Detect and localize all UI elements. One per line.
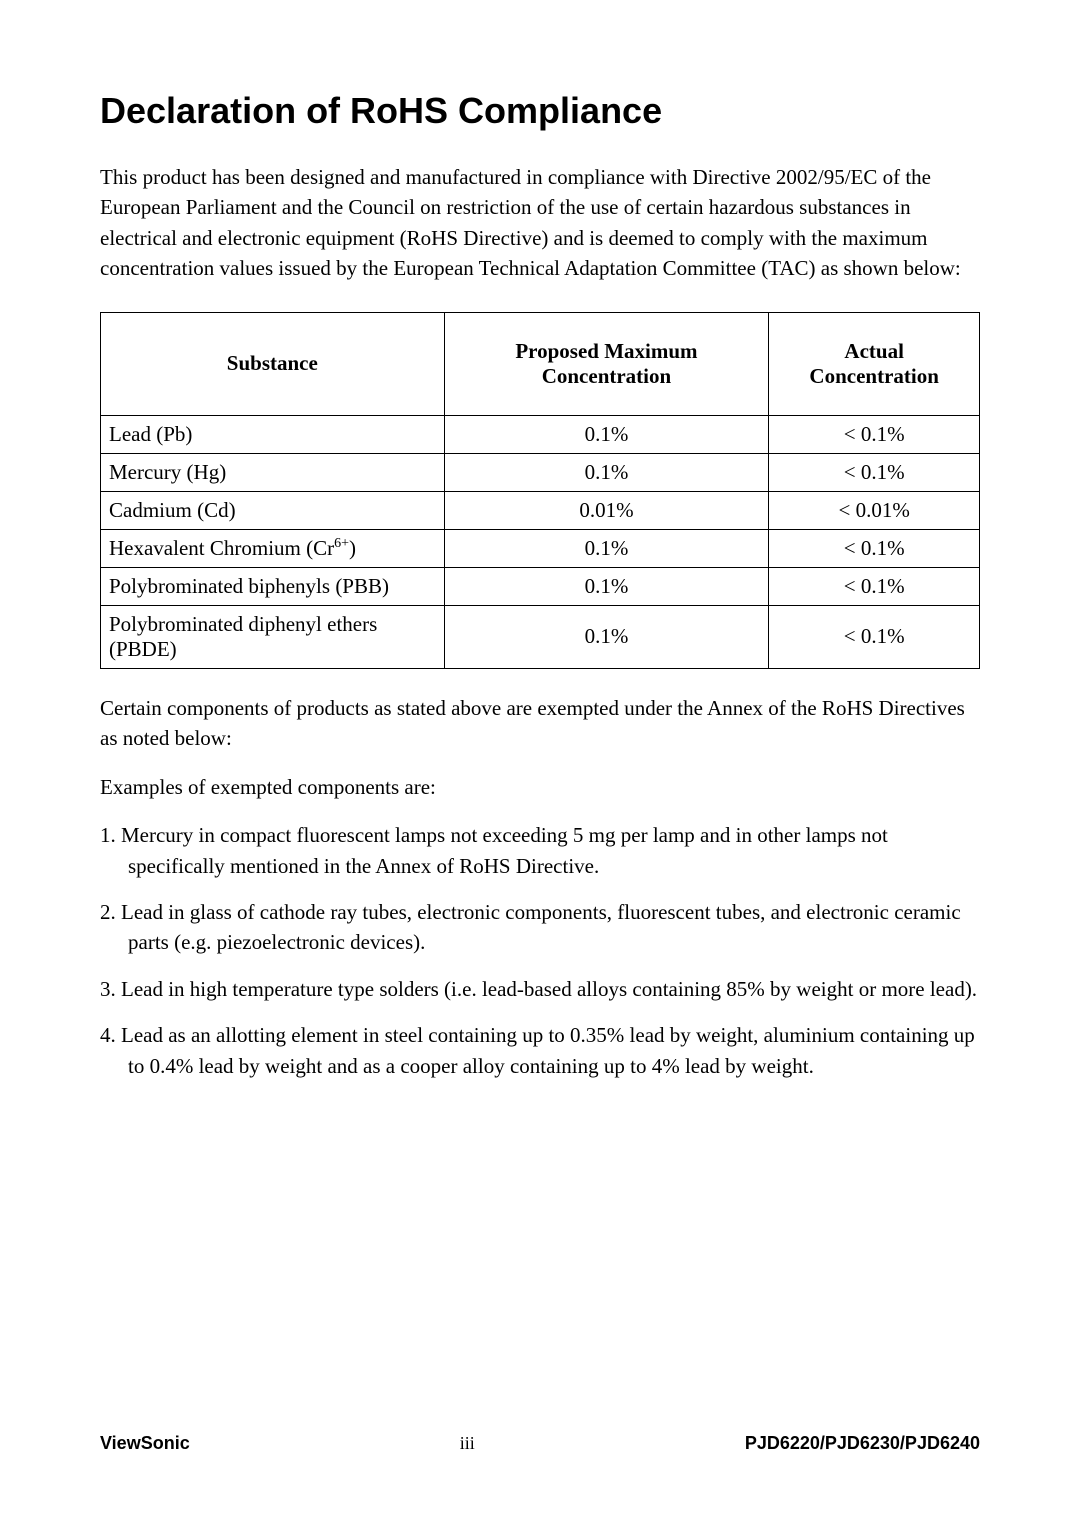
table-header-row: Substance Proposed Maximum Concentration… — [101, 312, 980, 415]
exemption-heading: Examples of exempted components are: — [100, 772, 980, 802]
footer-model: PJD6220/PJD6230/PJD6240 — [745, 1433, 980, 1454]
cell-substance: Lead (Pb) — [101, 415, 445, 453]
cell-substance: Polybrominated diphenyl ethers (PBDE) — [101, 605, 445, 668]
cell-substance: Cadmium (Cd) — [101, 491, 445, 529]
footer-brand: ViewSonic — [100, 1433, 190, 1454]
exemption-list: 1. Mercury in compact fluorescent lamps … — [100, 820, 980, 1081]
substance-superscript: 6+ — [334, 536, 349, 551]
page-footer: ViewSonic iii PJD6220/PJD6230/PJD6240 — [100, 1433, 980, 1454]
cell-actual: < 0.1% — [769, 415, 980, 453]
cell-substance: Hexavalent Chromium (Cr6+) — [101, 529, 445, 567]
cell-proposed: 0.1% — [444, 453, 769, 491]
table-row: Cadmium (Cd) 0.01% < 0.01% — [101, 491, 980, 529]
list-item: 4. Lead as an allotting element in steel… — [100, 1020, 980, 1081]
col-header-proposed: Proposed Maximum Concentration — [444, 312, 769, 415]
table-row: Mercury (Hg) 0.1% < 0.1% — [101, 453, 980, 491]
cell-substance: Mercury (Hg) — [101, 453, 445, 491]
exemption-intro: Certain components of products as stated… — [100, 693, 980, 754]
intro-paragraph: This product has been designed and manuf… — [100, 162, 980, 284]
cell-substance: Polybrominated biphenyls (PBB) — [101, 567, 445, 605]
table-row: Hexavalent Chromium (Cr6+) 0.1% < 0.1% — [101, 529, 980, 567]
cell-proposed: 0.1% — [444, 605, 769, 668]
table-row: Polybrominated biphenyls (PBB) 0.1% < 0.… — [101, 567, 980, 605]
substance-text: Hexavalent Chromium (Cr — [109, 536, 334, 560]
page-title: Declaration of RoHS Compliance — [100, 90, 980, 132]
cell-actual: < 0.1% — [769, 605, 980, 668]
cell-proposed: 0.1% — [444, 415, 769, 453]
rohs-table: Substance Proposed Maximum Concentration… — [100, 312, 980, 669]
cell-actual: < 0.01% — [769, 491, 980, 529]
cell-actual: < 0.1% — [769, 529, 980, 567]
table-row: Lead (Pb) 0.1% < 0.1% — [101, 415, 980, 453]
cell-proposed: 0.1% — [444, 529, 769, 567]
list-item: 2. Lead in glass of cathode ray tubes, e… — [100, 897, 980, 958]
substance-text: ) — [349, 536, 356, 560]
cell-actual: < 0.1% — [769, 567, 980, 605]
cell-proposed: 0.1% — [444, 567, 769, 605]
col-header-substance: Substance — [101, 312, 445, 415]
cell-proposed: 0.01% — [444, 491, 769, 529]
list-item: 1. Mercury in compact fluorescent lamps … — [100, 820, 980, 881]
cell-actual: < 0.1% — [769, 453, 980, 491]
list-item: 3. Lead in high temperature type solders… — [100, 974, 980, 1004]
col-header-actual: Actual Concentration — [769, 312, 980, 415]
footer-page-number: iii — [460, 1433, 475, 1454]
table-row: Polybrominated diphenyl ethers (PBDE) 0.… — [101, 605, 980, 668]
